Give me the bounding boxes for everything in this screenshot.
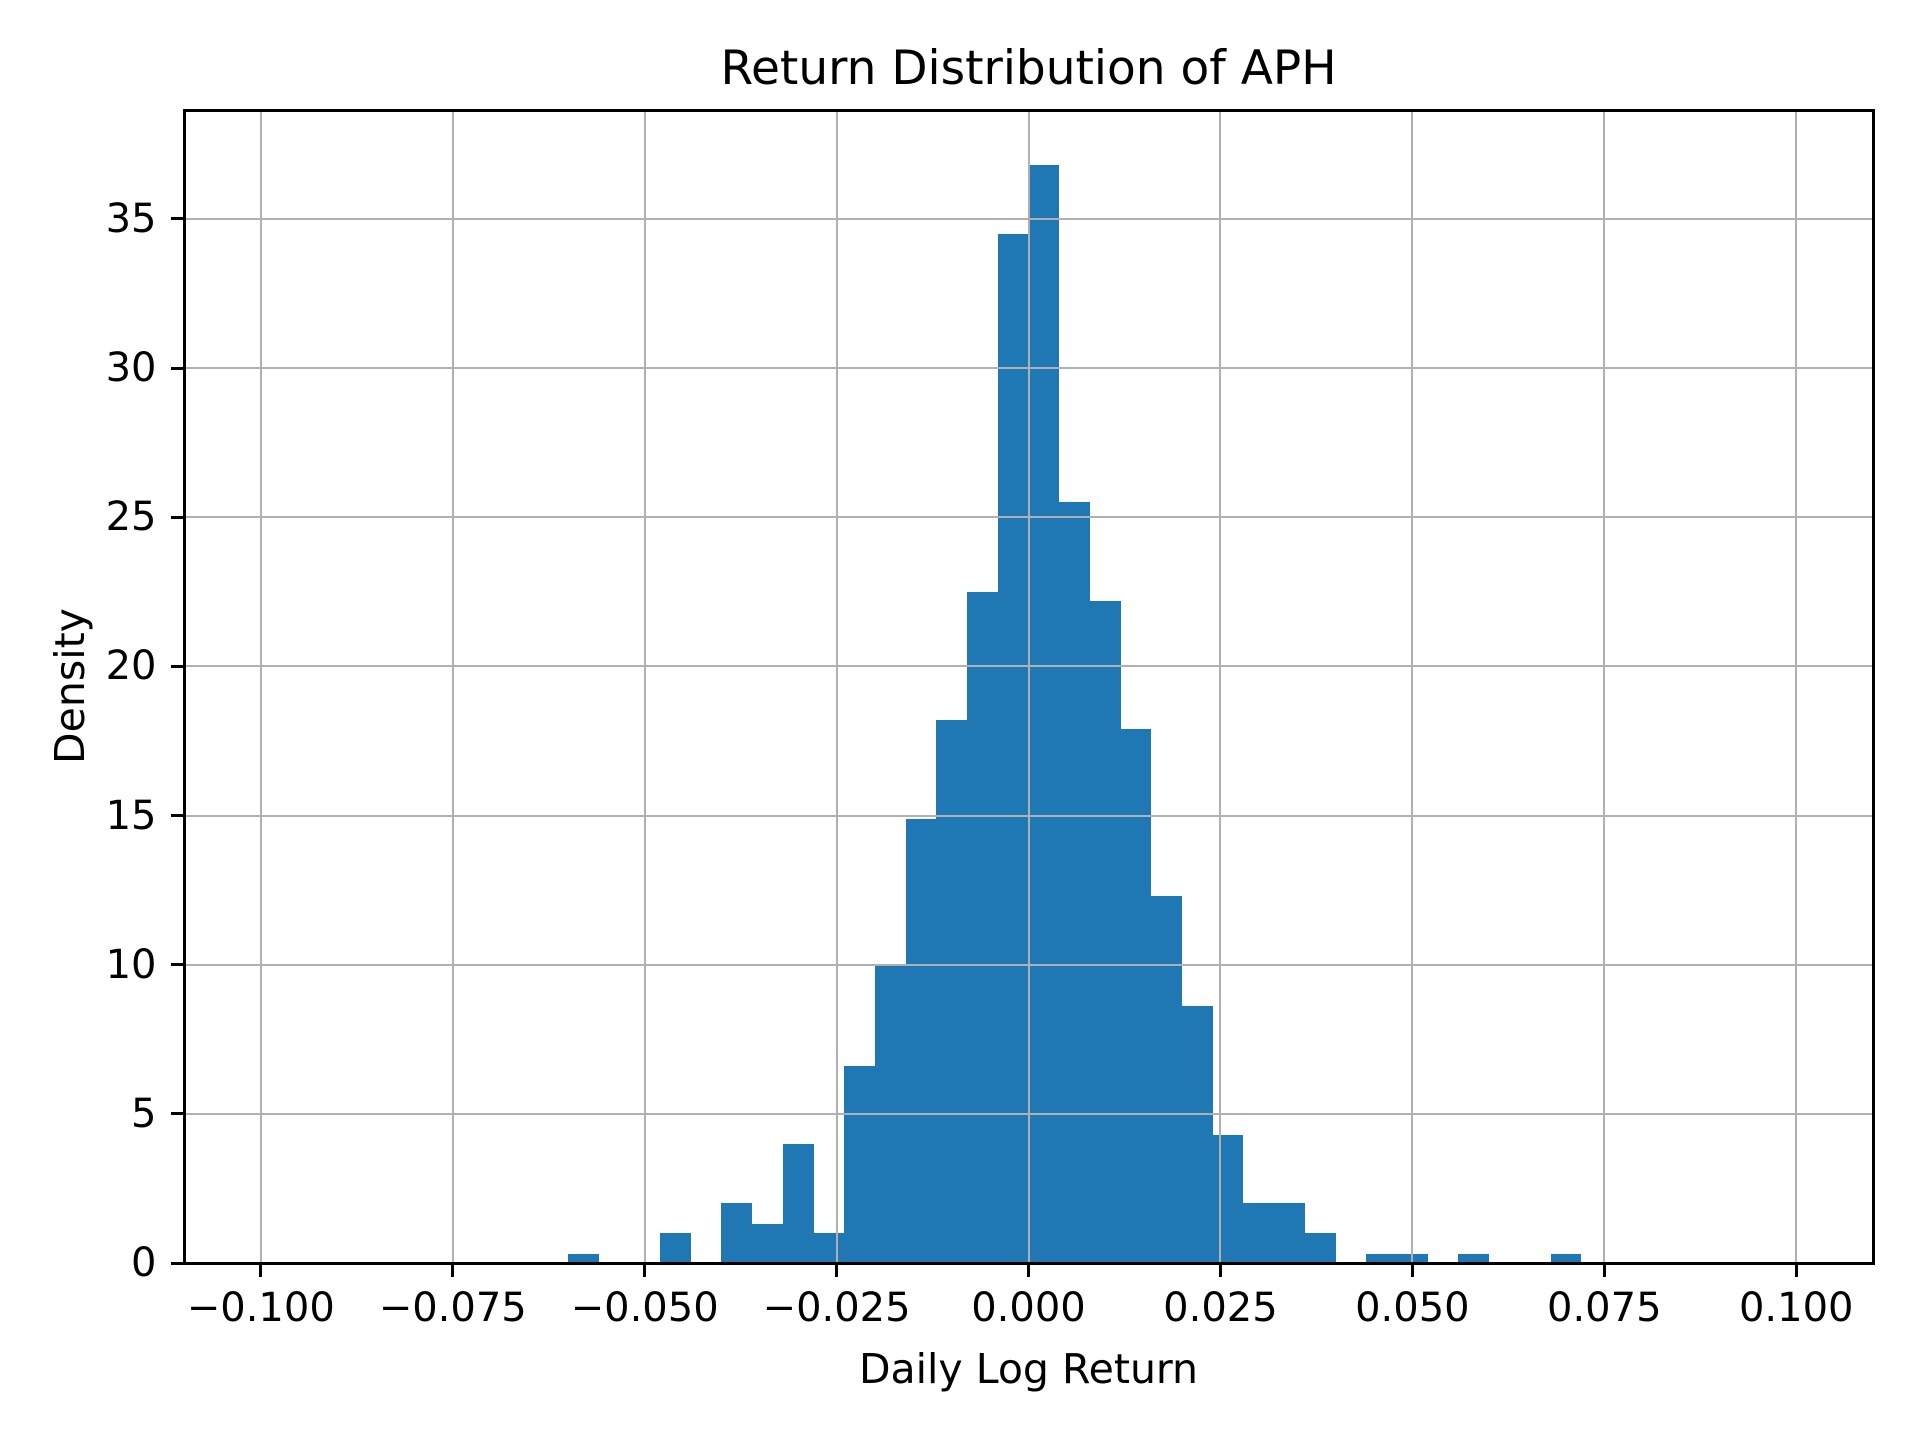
x-tick-label: −0.025 xyxy=(762,1284,911,1331)
y-tick-mark xyxy=(170,963,183,967)
x-tick-mark xyxy=(1602,1264,1606,1277)
histogram-bar xyxy=(844,1066,875,1263)
histogram-bar xyxy=(659,1233,691,1263)
x-tick-label: 0.050 xyxy=(1355,1284,1470,1331)
y-gridline xyxy=(184,1112,1873,1115)
y-tick-mark xyxy=(170,515,183,519)
histogram-bar xyxy=(1366,1254,1397,1263)
x-tick-mark xyxy=(1218,1264,1222,1277)
x-tick-mark xyxy=(451,1264,455,1277)
histogram-bar xyxy=(1028,165,1060,1263)
histogram-bar xyxy=(997,233,1029,1263)
x-tick-label: 0.025 xyxy=(1163,1284,1278,1331)
y-tick-mark xyxy=(170,1261,183,1265)
histogram-bar xyxy=(567,1254,599,1263)
histogram-bar xyxy=(967,591,998,1263)
x-tick-label: 0.075 xyxy=(1547,1284,1662,1331)
x-tick-label: −0.075 xyxy=(378,1284,527,1331)
histogram-bar xyxy=(1243,1203,1275,1263)
x-tick-label: −0.050 xyxy=(570,1284,719,1331)
y-tick-mark xyxy=(170,664,183,668)
x-gridline xyxy=(1411,110,1414,1263)
y-tick-label: 15 xyxy=(105,792,157,839)
histogram-bar xyxy=(813,1233,845,1263)
top-spine xyxy=(182,108,1875,112)
y-gridline xyxy=(184,665,1873,668)
right-spine xyxy=(1871,108,1875,1265)
y-tick-mark xyxy=(170,814,183,818)
x-tick-mark xyxy=(1410,1264,1414,1277)
y-tick-label: 35 xyxy=(105,195,157,242)
x-tick-label: 0.100 xyxy=(1738,1284,1854,1331)
y-tick-mark xyxy=(170,366,183,370)
histogram-bar xyxy=(1304,1233,1336,1263)
y-tick-label: 30 xyxy=(105,345,157,392)
y-tick-label: 0 xyxy=(131,1240,157,1286)
x-gridline xyxy=(643,110,646,1263)
y-tick-mark xyxy=(170,1112,183,1116)
histogram-bar xyxy=(752,1224,783,1263)
x-gridline xyxy=(1027,110,1030,1263)
y-gridline xyxy=(184,516,1873,519)
y-tick-label: 25 xyxy=(105,494,157,541)
x-gridline xyxy=(1219,110,1222,1263)
left-spine xyxy=(182,108,186,1265)
y-gridline xyxy=(184,963,1873,966)
y-tick-label: 10 xyxy=(105,941,157,988)
histogram-bar xyxy=(721,1203,753,1263)
histogram-bar xyxy=(936,720,968,1263)
y-gridline xyxy=(184,367,1873,370)
y-gridline xyxy=(184,814,1873,817)
x-tick-label: 0.000 xyxy=(971,1284,1086,1331)
x-tick-mark xyxy=(1027,1264,1030,1277)
histogram-bar xyxy=(1182,1006,1213,1263)
y-tick-label: 20 xyxy=(105,643,157,690)
x-tick-mark xyxy=(835,1264,839,1277)
x-tick-mark xyxy=(643,1264,647,1277)
x-gridline xyxy=(1603,110,1606,1263)
x-gridline xyxy=(1795,110,1798,1263)
x-tick-mark xyxy=(259,1264,263,1277)
x-axis-label: Daily Log Return xyxy=(858,1345,1199,1393)
histogram-bar xyxy=(1059,502,1090,1263)
histogram-bar xyxy=(1458,1254,1490,1263)
chart-title: Return Distribution of APH xyxy=(720,41,1337,96)
y-tick-mark xyxy=(170,217,183,221)
y-tick-label: 5 xyxy=(131,1090,157,1137)
histogram-bar xyxy=(1151,896,1183,1263)
x-gridline xyxy=(451,110,454,1263)
x-gridline xyxy=(835,110,838,1263)
x-tick-mark xyxy=(1794,1264,1798,1277)
bottom-spine xyxy=(182,1261,1875,1265)
histogram-bar xyxy=(1120,729,1152,1263)
x-gridline xyxy=(259,110,262,1263)
y-gridline xyxy=(184,217,1873,220)
histogram-bar xyxy=(905,818,937,1263)
x-tick-label: −0.100 xyxy=(186,1284,335,1331)
histogram-bar xyxy=(1212,1134,1244,1263)
histogram-bar xyxy=(1550,1254,1582,1263)
histogram-bar xyxy=(1274,1203,1305,1263)
histogram-bar xyxy=(782,1143,814,1263)
histogram-bar xyxy=(1089,600,1121,1263)
